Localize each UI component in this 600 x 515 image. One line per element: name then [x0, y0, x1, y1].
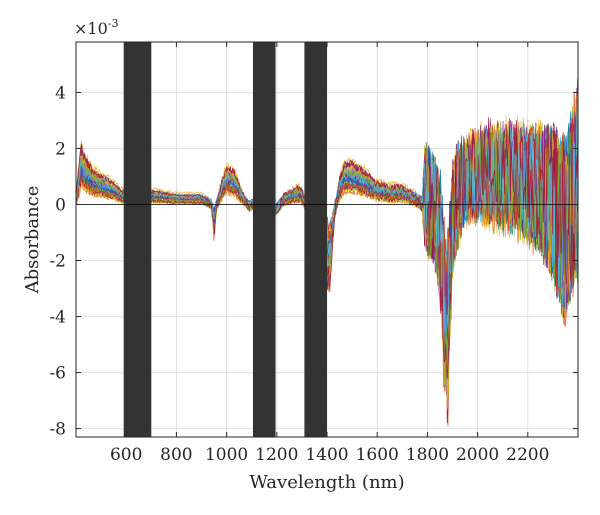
y-tick-label: 4	[55, 83, 66, 103]
x-tick-label: 1400	[305, 445, 348, 465]
y-tick-label: -6	[49, 364, 66, 384]
x-tick-label: 600	[110, 445, 142, 465]
excluded-band	[252, 42, 276, 437]
x-tick-label: 800	[160, 445, 192, 465]
x-tick-label: 1200	[255, 445, 298, 465]
x-axis-title: Wavelength (nm)	[249, 472, 404, 493]
axis-ticks: 600 800 1000 1200 1400 1600 1800 2000 2200 -8 -6 -4…	[49, 42, 578, 465]
y-axis-title: Absorbance	[22, 186, 43, 295]
excluded-band	[123, 42, 152, 437]
x-tick-label: 2200	[506, 445, 549, 465]
excluded-bands	[123, 42, 327, 437]
y-tick-label: 2	[55, 139, 66, 159]
excluded-band	[304, 42, 327, 437]
y-tick-label: -8	[49, 420, 66, 440]
x-tick-label: 1800	[406, 445, 449, 465]
x-tick-label: 1000	[205, 445, 248, 465]
x-tick-label: 2000	[456, 445, 499, 465]
y-scale-exponent-power: -3	[108, 17, 119, 30]
x-tick-label: 1600	[356, 445, 399, 465]
y-tick-label: -2	[49, 252, 66, 272]
y-scale-exponent: ×10-3	[74, 17, 118, 38]
y-tick-label: -4	[49, 308, 66, 328]
y-scale-exponent-base: ×10	[74, 19, 108, 38]
y-tick-label: 0	[55, 195, 66, 215]
